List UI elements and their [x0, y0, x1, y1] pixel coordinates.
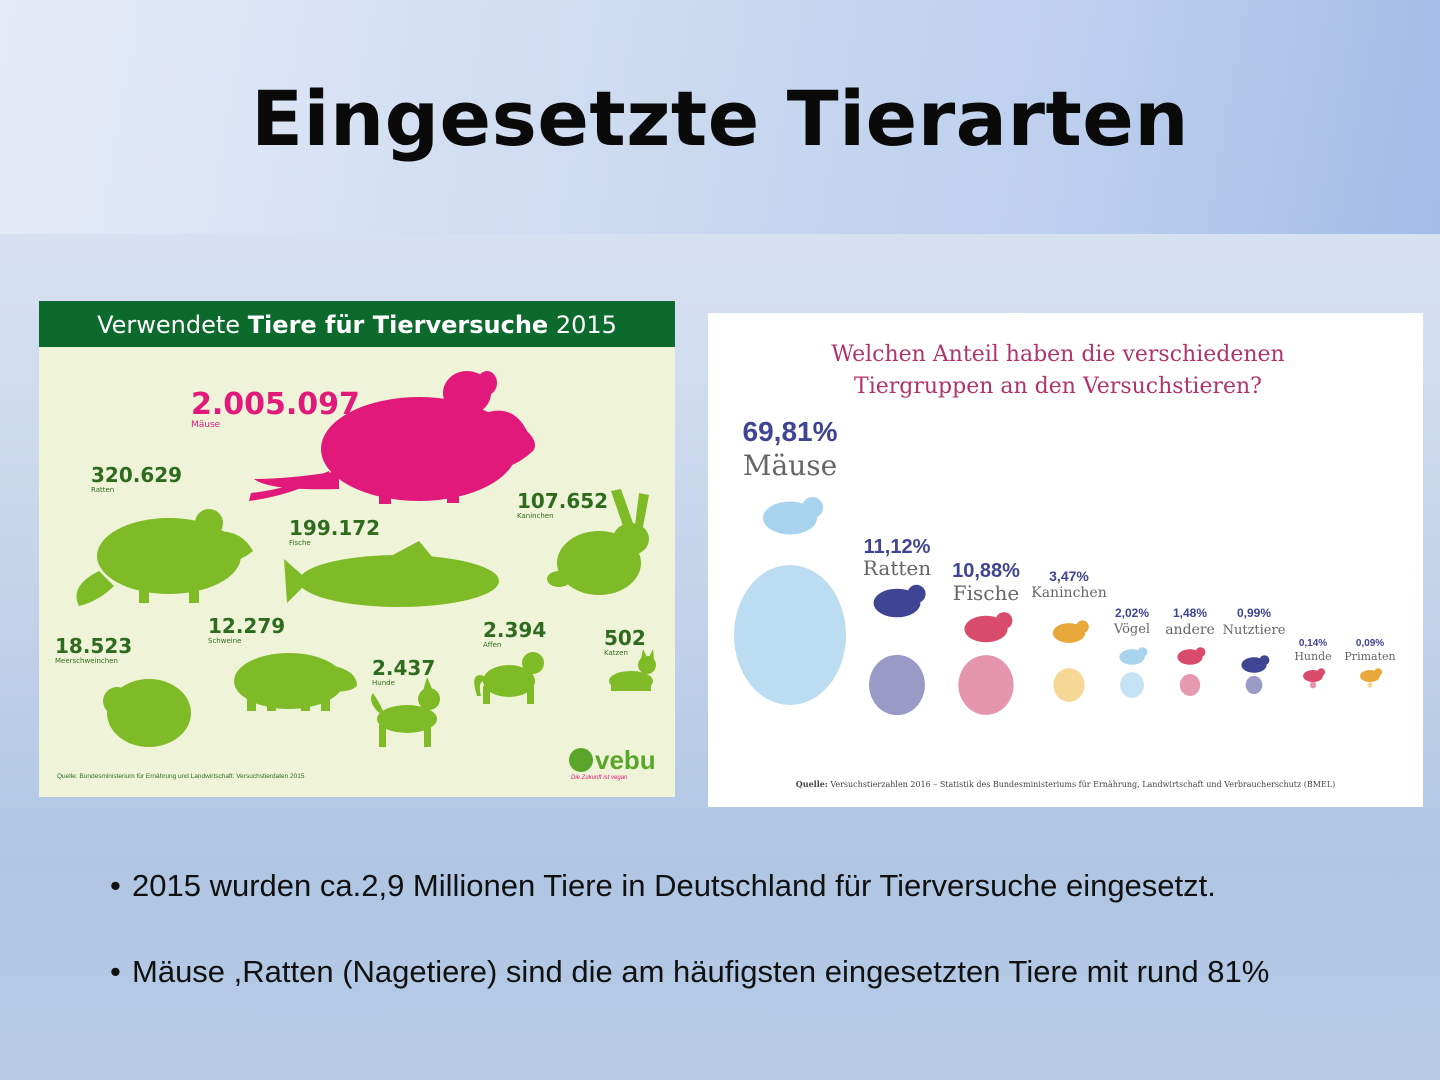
category-label-primaten: Primaten — [1344, 650, 1395, 663]
chart-title: Welchen Anteil haben die verschiedenen T… — [818, 339, 1298, 403]
percent-label-primaten: 0,09% — [1356, 638, 1384, 649]
header-suffix: 2015 — [548, 311, 617, 339]
percent-label-nutztiere: 0,99% — [1237, 606, 1271, 620]
category-label-nutztiere: Nutztiere — [1223, 623, 1286, 638]
guinea-pig-icon — [103, 679, 191, 747]
bubble-hunde — [1309, 681, 1317, 689]
bubble-maeuse — [734, 565, 846, 705]
animal-silhouettes — [76, 371, 656, 747]
stat-pigs: 12.279 Schweine — [208, 615, 285, 646]
stat-label: Schweine — [208, 637, 242, 645]
primaten-icon — [1360, 668, 1383, 683]
percent-label-fische: 10,88% — [952, 560, 1020, 582]
stat-fish: 199.172 Fische — [289, 517, 380, 548]
header-prefix: Verwendete — [97, 311, 248, 339]
category-label-andere: andere — [1165, 622, 1215, 638]
stat-monkeys: 2.394 Affen — [483, 619, 546, 650]
andere-icon — [1177, 647, 1206, 665]
percent-label-kaninchen: 3,47% — [1049, 568, 1089, 584]
fish-icon — [284, 541, 499, 607]
bubble-kaninchen — [1053, 668, 1085, 702]
stat-value: 107.652 — [517, 489, 609, 513]
chart-source: Quelle: Versuchstierzahlen 2016 – Statis… — [708, 779, 1423, 789]
stat-value: 199.172 — [289, 516, 381, 540]
bullet-list: 2015 wurden ca.2,9 Millionen Tiere in De… — [110, 864, 1410, 1036]
rat-icon — [76, 509, 253, 606]
header-bold: Tiere für Tierversuche — [247, 311, 549, 339]
vebu-logo: vebu — [569, 745, 656, 776]
category-label-maeuse: Mäuse — [743, 449, 837, 482]
bubble-ratten — [869, 654, 925, 716]
fische-icon — [964, 612, 1013, 643]
chart-source-bold: Quelle: — [795, 779, 828, 789]
stat-value: 18.523 — [55, 634, 133, 658]
pig-icon — [234, 653, 357, 711]
vebu-logo-icon — [569, 748, 593, 772]
stat-value: 2.437 — [372, 656, 436, 680]
percent-label-andere: 1,48% — [1173, 606, 1207, 620]
stat-value: 12.279 — [208, 614, 286, 638]
percent-label-voegel: 2,02% — [1115, 606, 1149, 620]
vebu-tagline: Die Zukunft ist vegan — [571, 775, 628, 781]
category-label-ratten: Ratten — [863, 556, 931, 580]
bullet-item: Mäuse ,Ratten (Nagetiere) sind die am hä… — [110, 950, 1410, 994]
ratten-icon — [873, 584, 926, 618]
stat-cats: 502 Katzen — [604, 627, 646, 658]
dog-icon — [371, 677, 440, 747]
stat-value: 2.005.097 — [191, 387, 360, 422]
stat-label: Meerschweinchen — [55, 657, 118, 665]
stat-rats: 320.629 Ratten — [91, 464, 182, 495]
stat-value: 502 — [604, 626, 646, 650]
stat-guinea-pigs: 18.523 Meerschweinchen — [55, 635, 132, 666]
stat-value: 320.629 — [91, 463, 183, 487]
stat-mice: 2.005.097 Mäuse — [191, 389, 360, 430]
stat-label: Katzen — [604, 649, 628, 657]
infographic-animals-2015: Verwendete Tiere für Tierversuche 2015 — [39, 301, 675, 797]
category-label-voegel: Vögel — [1113, 622, 1150, 637]
chart-source-text: Versuchstierzahlen 2016 – Statistik des … — [827, 780, 1336, 789]
bubble-chart-card: Welchen Anteil haben die verschiedenen T… — [708, 313, 1423, 807]
bubble-chart: 69,81%Mäuse 11,12%Ratten 10,88%Fische 3,47%… — [734, 416, 1396, 716]
stat-label: Affen — [483, 641, 502, 649]
percent-label-hunde: 0,14% — [1299, 638, 1327, 649]
voegel-icon — [1119, 647, 1148, 665]
chart-title-line2: Tiergruppen an den Versuchstieren? — [854, 374, 1262, 399]
bubble-fische — [958, 655, 1014, 715]
category-label-fische: Fische — [953, 581, 1019, 605]
infographic-header: Verwendete Tiere für Tierversuche 2015 — [39, 301, 675, 347]
category-label-hunde: Hunde — [1294, 650, 1331, 663]
percent-label-maeuse: 69,81% — [743, 416, 838, 447]
bubble-voegel — [1120, 672, 1144, 698]
slide-title: Eingesetzte Tierarten — [251, 74, 1189, 163]
maeuse-icon — [763, 497, 823, 535]
bullet-item: 2015 wurden ca.2,9 Millionen Tiere in De… — [110, 864, 1410, 908]
vebu-brand: vebu — [595, 745, 656, 775]
chart-title-line1: Welchen Anteil haben die verschiedenen — [831, 342, 1285, 367]
kaninchen-icon — [1052, 620, 1089, 643]
stat-label: Fische — [289, 539, 311, 547]
category-label-kaninchen: Kaninchen — [1031, 585, 1106, 601]
bubble-nutztiere — [1245, 675, 1263, 695]
stat-rabbits: 107.652 Kaninchen — [517, 490, 608, 521]
infographic-source: Quelle: Bundesministerium für Ernährung … — [57, 773, 305, 780]
cat-icon — [609, 649, 656, 691]
nutztiere-icon — [1241, 655, 1270, 673]
rabbit-icon — [547, 489, 649, 595]
mouse-icon — [249, 371, 535, 504]
stat-label: Mäuse — [191, 420, 221, 430]
title-band — [0, 0, 1440, 234]
monkey-icon — [474, 652, 544, 704]
bubble-andere — [1179, 673, 1201, 697]
stat-dogs: 2.437 Hunde — [372, 657, 435, 688]
hunde-icon — [1303, 668, 1326, 683]
stat-value: 2.394 — [483, 618, 547, 642]
percent-label-ratten: 11,12% — [864, 536, 931, 558]
stat-label: Hunde — [372, 679, 395, 687]
bubble-primaten — [1367, 682, 1373, 688]
stat-label: Kaninchen — [517, 512, 554, 520]
stat-label: Ratten — [91, 486, 115, 494]
